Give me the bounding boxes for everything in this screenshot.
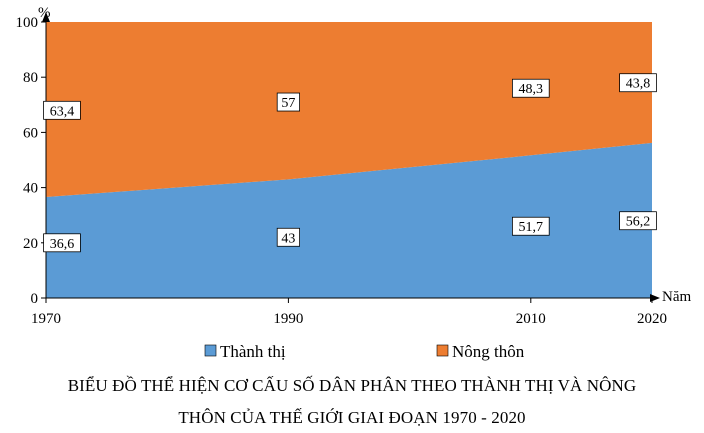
data-label: 48,3: [519, 82, 544, 97]
y-tick-label: 80: [23, 70, 38, 86]
data-label: 51,7: [519, 220, 544, 235]
data-label-box: [43, 100, 81, 120]
y-tick-label: 40: [23, 181, 38, 197]
data-label: 63,4: [50, 104, 75, 119]
legend-label-thanh-thi: Thành thị: [220, 342, 286, 361]
x-ticks: 1970 1990 2010 2020: [31, 298, 667, 327]
x-tick-label: 2020: [637, 311, 667, 327]
y-tick-label: 20: [23, 236, 38, 252]
data-label: 36,6: [50, 237, 75, 252]
data-label: 43: [281, 231, 295, 246]
area-series-1: [46, 22, 652, 197]
data-label: 43,8: [626, 77, 651, 92]
y-tick-label: 0: [31, 291, 39, 307]
data-label-box: [619, 211, 657, 231]
x-tick-label: 1990: [273, 311, 303, 327]
y-tick-label: 100: [16, 15, 39, 31]
data-label-box: [276, 92, 301, 112]
data-labels: 36,6 43 51,7 56,2 63,4 57 48,3 43,8: [43, 73, 657, 253]
legend-swatch-nong-thon: [436, 344, 449, 357]
plot-areas: [46, 22, 652, 298]
legend-swatch-thanh-thi: [204, 344, 217, 357]
data-label: 57: [281, 96, 295, 111]
data-label-box: [512, 216, 550, 236]
chart-title-line-2: THÔN CỦA THẾ GIỚI GIAI ĐOẠN 1970 - 2020: [178, 408, 526, 427]
y-tick-label: 60: [23, 125, 38, 141]
y-axis-arrow-icon: [42, 12, 50, 22]
y-ticks: 0 20 40 60 80 100: [16, 15, 46, 307]
area-series-0: [46, 142, 652, 298]
data-label-box: [43, 233, 81, 253]
legend: Thành thị Nông thôn: [204, 342, 525, 361]
data-label-box: [276, 227, 301, 247]
y-axis-unit: %: [38, 5, 51, 21]
data-label-box: [512, 78, 550, 98]
x-tick-label: 1970: [31, 311, 61, 327]
data-label: 56,2: [626, 215, 651, 230]
axes: % Năm: [38, 5, 691, 305]
legend-label-nong-thon: Nông thôn: [452, 342, 525, 361]
chart-title-line-1: BIỂU ĐỒ THỂ HIỆN CƠ CẤU SỐ DÂN PHÂN THEO…: [67, 376, 637, 395]
data-label-box: [619, 73, 657, 93]
x-tick-label: 2010: [516, 311, 546, 327]
x-axis-unit: Năm: [662, 289, 691, 305]
